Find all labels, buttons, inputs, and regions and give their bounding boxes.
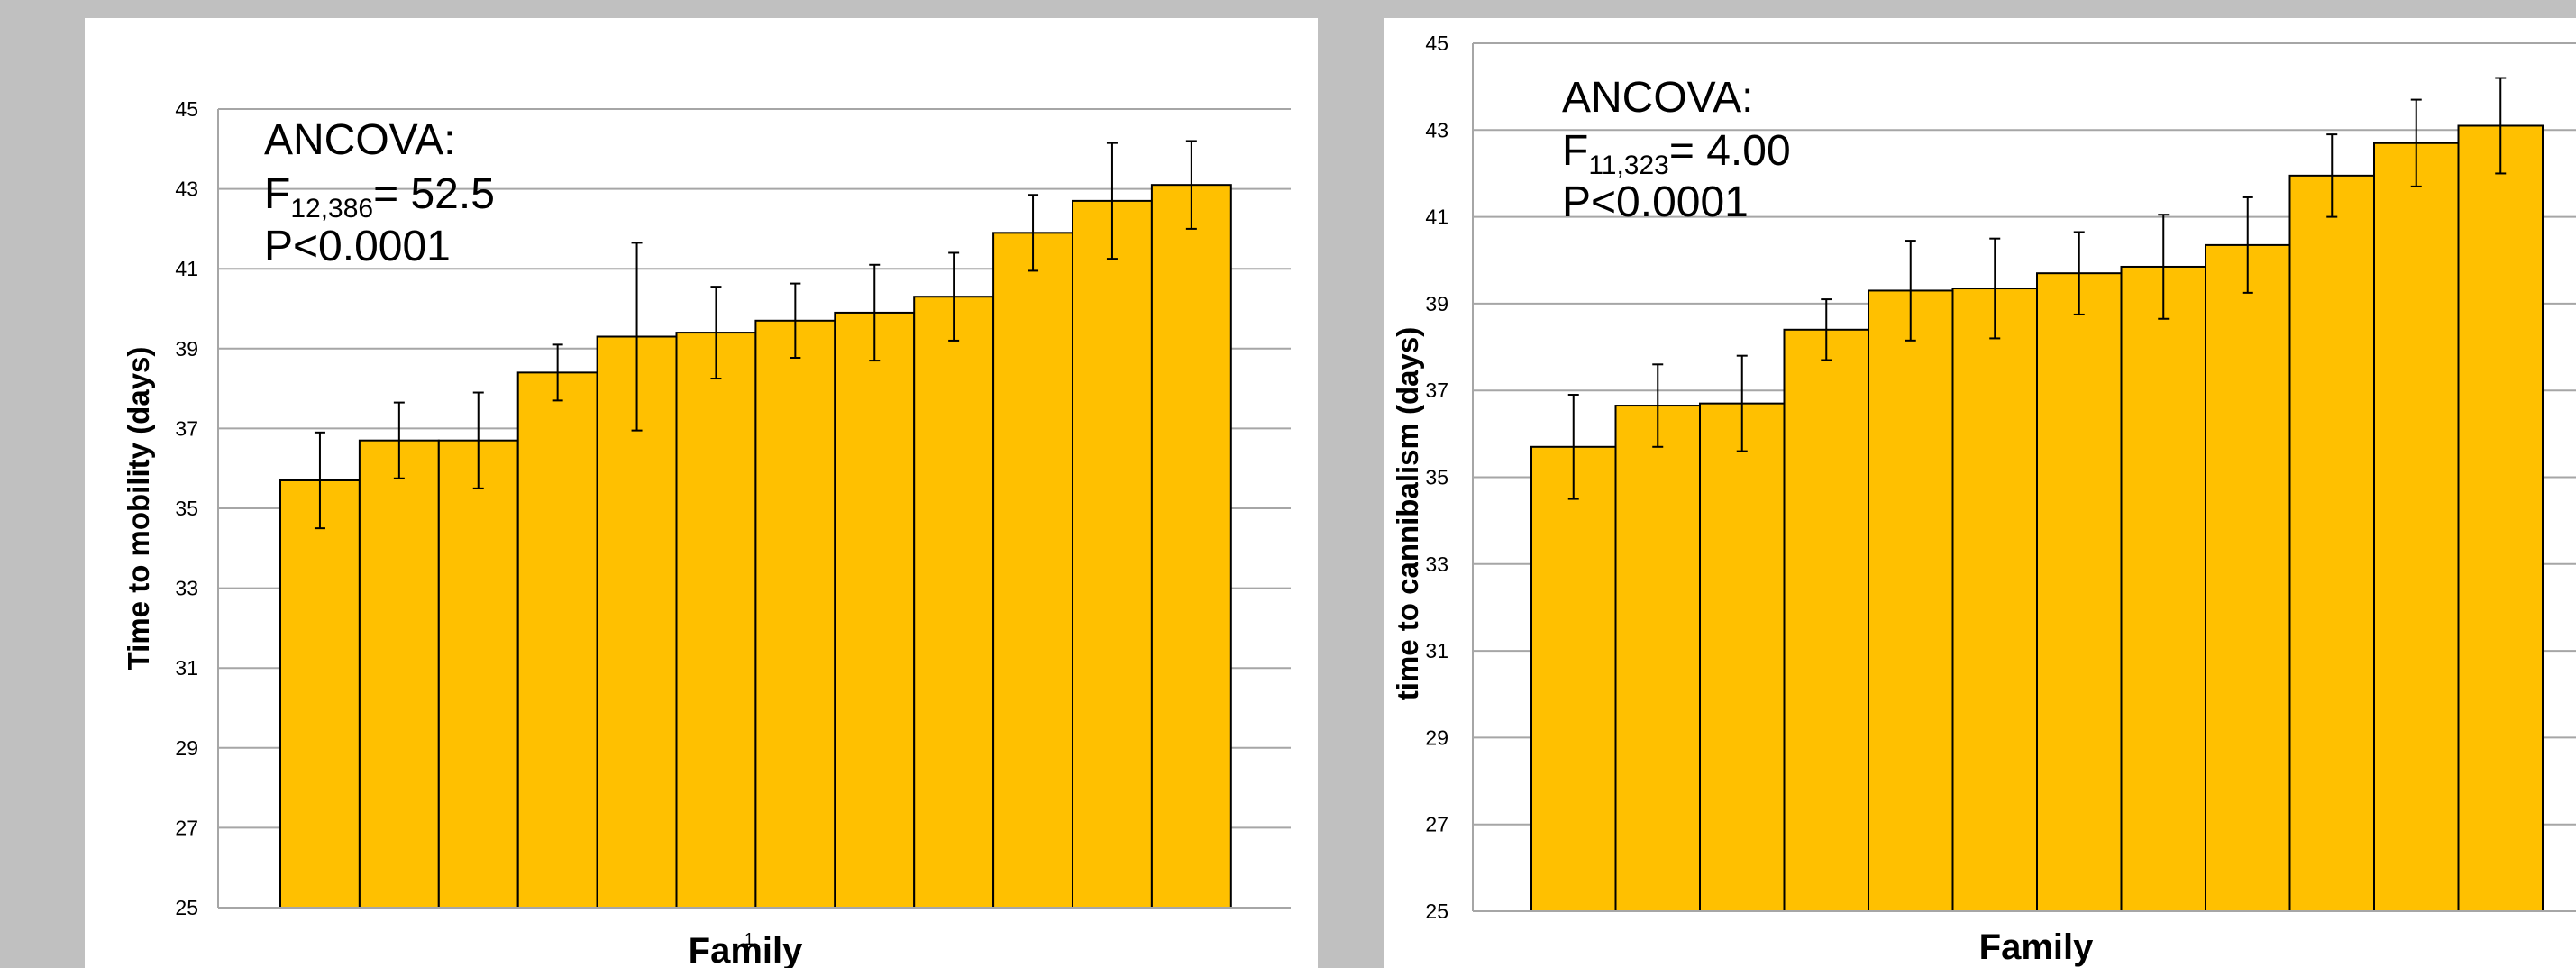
left-bar [279, 479, 361, 909]
left-bar [437, 439, 519, 909]
right-f-subscript: 11,323 [1588, 151, 1669, 180]
left-error-bars [314, 140, 1197, 530]
right-f-value: = 4.00 [1669, 127, 1791, 175]
right-bar [2205, 243, 2291, 912]
right-bar [2120, 265, 2206, 913]
right-error-bar [2158, 214, 2170, 320]
right-y-tick-label: 25 [1425, 900, 1448, 923]
right-error-bar [2242, 196, 2253, 294]
left-error-bar [948, 251, 960, 342]
right-bars [1530, 124, 2544, 913]
right-y-tick-label: 41 [1425, 205, 1448, 229]
left-y-tick-label: 43 [175, 178, 198, 201]
right-y-tick-label: 35 [1425, 466, 1448, 489]
right-error-bar [2495, 77, 2507, 175]
left-error-bar [1185, 140, 1197, 230]
left-error-bar [631, 242, 643, 432]
right-bar [1868, 289, 1954, 912]
right-y-tick-labels: 25 27 29 31 33 35 37 39 41 43 45 [1425, 32, 1448, 923]
left-p-value: P<0.0001 [264, 223, 451, 270]
right-x-axis-title: Family [1979, 927, 2094, 967]
right-y-tick-label: 39 [1425, 292, 1448, 315]
left-bar [992, 232, 1073, 909]
left-error-bar [1028, 194, 1039, 272]
right-bar [2457, 124, 2544, 913]
right-bar [2288, 174, 2375, 913]
left-error-bar [472, 391, 484, 489]
right-error-bar [1652, 363, 1664, 448]
left-error-bar [710, 286, 722, 380]
left-error-bar [790, 282, 801, 359]
left-bar [754, 319, 836, 909]
left-y-tick-label: 39 [175, 337, 198, 361]
left-bars [279, 184, 1232, 909]
left-error-bar [314, 431, 325, 530]
right-y-tick-label: 43 [1425, 118, 1448, 142]
left-f-statistic: F12,386= 52.5 [264, 170, 495, 224]
right-y-tick-label: 27 [1425, 813, 1448, 836]
right-ancova-label: ANCOVA: [1562, 74, 1753, 122]
left-error-bar [393, 401, 405, 479]
right-y-tick-label: 33 [1425, 552, 1448, 576]
right-error-bar [2326, 133, 2338, 218]
left-f-subscript: 12,386 [290, 194, 373, 224]
right-bar [1951, 288, 2038, 912]
right-error-bar [1989, 237, 2001, 340]
right-p-value: P<0.0001 [1562, 178, 1749, 226]
left-y-axis-title: Time to mobility (days) [122, 347, 155, 671]
right-y-axis-title: time to cannibalism (days) [1391, 327, 1424, 700]
right-bar [1783, 328, 1869, 913]
right-bar [2036, 272, 2123, 912]
left-y-tick-label: 45 [175, 97, 198, 121]
right-error-bar [1821, 298, 1832, 361]
left-bar [516, 371, 598, 909]
right-error-bar [2410, 98, 2422, 187]
right-y-tick-label: 45 [1425, 32, 1448, 55]
left-error-bar [869, 263, 881, 362]
left-y-tick-label: 37 [175, 416, 198, 440]
left-y-tick-label: 35 [175, 497, 198, 520]
right-error-bar [1567, 394, 1579, 500]
right-y-tick-label: 31 [1425, 639, 1448, 662]
right-error-bar [1905, 240, 1916, 342]
left-y-tick-label: 33 [175, 577, 198, 600]
right-error-bars [1567, 77, 2507, 500]
left-y-tick-label: 29 [175, 736, 198, 760]
left-y-tick-label: 27 [175, 816, 198, 839]
left-x-axis-title: Family [689, 931, 803, 968]
left-ancova-label: ANCOVA: [264, 116, 455, 164]
left-bar [1150, 184, 1232, 909]
left-bar [675, 332, 757, 909]
left-bar [913, 296, 995, 909]
right-bar [1614, 405, 1701, 912]
right-bar [1530, 445, 1617, 913]
left-y-tick-label: 31 [175, 656, 198, 680]
right-y-tick-label: 29 [1425, 726, 1448, 749]
left-f-value: = 52.5 [373, 170, 495, 218]
left-bar [1072, 199, 1153, 909]
left-f-letter: F [264, 170, 290, 218]
left-stray-mark: 1 [744, 930, 754, 948]
right-error-bar [2073, 231, 2085, 315]
left-y-tick-label: 25 [175, 896, 198, 919]
left-error-bar [1106, 142, 1118, 260]
left-y-tick-labels: 25 27 29 31 33 35 37 39 41 43 45 [175, 97, 198, 919]
left-y-tick-label: 41 [175, 257, 198, 280]
left-bar [358, 439, 440, 909]
right-y-tick-label: 37 [1425, 379, 1448, 402]
right-bar [1699, 402, 1786, 912]
left-error-bar [552, 343, 563, 402]
right-f-letter: F [1562, 127, 1588, 175]
right-error-bar [1736, 354, 1748, 452]
left-bar [834, 311, 916, 909]
right-f-statistic: F11,323= 4.00 [1562, 127, 1791, 180]
right-bar [2373, 142, 2460, 912]
